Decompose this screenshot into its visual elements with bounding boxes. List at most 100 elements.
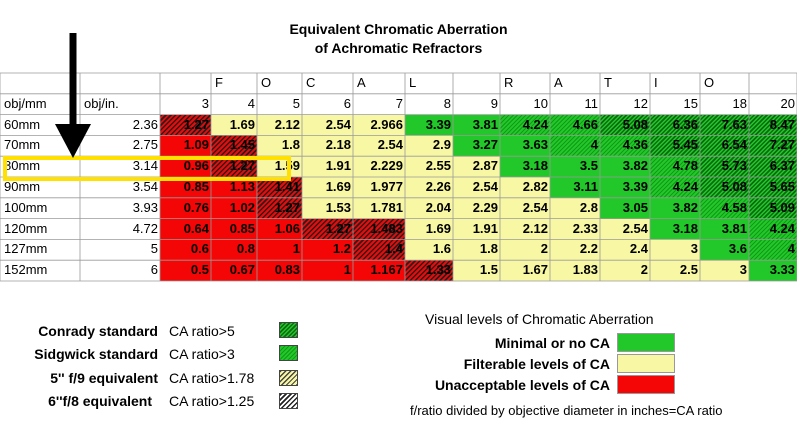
- row-label-in: 3.93: [132, 199, 158, 215]
- table-cell: 0.64: [160, 218, 211, 240]
- table-cell: 3.82: [600, 156, 650, 177]
- table-cell: 5.73: [700, 156, 749, 177]
- table-cell: 6.54: [700, 135, 749, 157]
- legend-swatch-5in: [279, 370, 298, 386]
- table-cell: 2.29: [453, 197, 500, 219]
- row-label-in: 6: [150, 262, 158, 278]
- col-header-in: obj/in.: [84, 95, 119, 111]
- table-cell: 3.6: [700, 239, 749, 261]
- fratio-header: 4: [247, 95, 255, 111]
- table-cell: 2.54: [453, 177, 500, 198]
- fratio-header: 20: [780, 95, 795, 111]
- table-cell: 1.8: [257, 135, 302, 157]
- table-cell: 4.36: [600, 135, 650, 157]
- row-label-in: 4.72: [132, 220, 158, 236]
- table-cell: 7.63: [700, 114, 749, 136]
- table-cell: 1: [302, 260, 353, 281]
- table-cell: 1.483: [353, 218, 405, 240]
- header-letter: A: [357, 75, 366, 90]
- header-letter: A: [554, 75, 563, 90]
- table-cell: 4.24: [650, 177, 700, 198]
- table-cell: 3: [650, 239, 700, 261]
- chart-title: Equivalent Chromatic Aberration: [289, 21, 508, 37]
- table-gridlines: [0, 72, 797, 282]
- table-cell: 2.54: [302, 114, 353, 136]
- table-cell: 3.18: [500, 156, 550, 177]
- table-cell: 2.5: [650, 260, 700, 281]
- legend-label-sidgwick: Sidgwick standard: [34, 346, 158, 362]
- table-cell: 3.05: [600, 197, 650, 219]
- table-cell: 2.54: [500, 197, 550, 219]
- table-cell: 3.81: [700, 218, 749, 240]
- table-cell: 1.06: [257, 218, 302, 240]
- row-label-mm: 127mm: [4, 241, 48, 257]
- header-letter: O: [261, 75, 272, 90]
- header-letter: L: [409, 75, 417, 90]
- legend-label-6in: 6''f/8 equivalent: [48, 393, 152, 409]
- table-cell: 0.6: [160, 239, 211, 261]
- highlight-80mm-row: [3, 156, 291, 181]
- table-cell: 8.47: [749, 114, 797, 136]
- table-cell: 0.96: [160, 156, 211, 177]
- legend-cond-6in: CA ratio>1.25: [169, 393, 255, 409]
- row-label-mm: 90mm: [4, 179, 41, 194]
- header-letter: F: [215, 75, 223, 90]
- table-cell: 2.9: [405, 135, 453, 157]
- visual-swatch-unacceptable: [617, 375, 675, 394]
- table-cell: 0.76: [160, 197, 211, 219]
- table-cell: 1.45: [211, 135, 257, 157]
- table-cell: 1.977: [353, 177, 405, 198]
- legend-label-5in: 5'' f/9 equivalent: [50, 370, 158, 386]
- table-cell: 2.8: [550, 197, 600, 219]
- table-cell: 5.08: [700, 177, 749, 198]
- table-cell: 3.18: [650, 218, 700, 240]
- header-letter: O: [704, 75, 715, 90]
- fratio-header: 11: [584, 95, 599, 111]
- fratio-header: 7: [395, 95, 403, 111]
- table-cell: 5.45: [650, 135, 700, 157]
- table-cell: 2.229: [353, 156, 405, 177]
- table-cell: 1.09: [160, 135, 211, 157]
- table-cell: 4.24: [749, 218, 797, 240]
- row-label-in: 5: [150, 241, 158, 257]
- table-cell: 1.91: [453, 218, 500, 240]
- table-cell: 2.82: [500, 177, 550, 198]
- table-cell: 2: [600, 260, 650, 281]
- table-cell: 3.39: [600, 177, 650, 198]
- row-label-mm: 120mm: [4, 220, 48, 236]
- table-cell: 1.69: [405, 218, 453, 240]
- fratio-header: 9: [490, 95, 498, 111]
- header-letter: C: [306, 75, 316, 90]
- col-header-mm: obj/mm: [4, 95, 47, 111]
- row-label-mm: 60mm: [4, 116, 41, 132]
- table-cell: 3.5: [550, 156, 600, 177]
- row-label-in: 2.36: [132, 116, 158, 132]
- table-cell: 1.91: [302, 156, 353, 177]
- visual-swatch-filterable: [617, 354, 675, 373]
- table-cell: 1.83: [550, 260, 600, 281]
- row-label-in: 3.54: [132, 179, 158, 194]
- visual-swatch-minimal: [617, 333, 675, 352]
- table-cell: 3: [700, 260, 749, 281]
- fratio-header: 15: [683, 95, 698, 111]
- header-letter: R: [504, 75, 514, 90]
- legend-swatch-sidgwick: [279, 345, 298, 361]
- table-cell: 6.36: [650, 114, 700, 136]
- visual-label-minimal: Minimal or no CA: [494, 335, 610, 351]
- fratio-header: 10: [533, 95, 548, 111]
- visual-label-filterable: Filterable levels of CA: [463, 356, 610, 372]
- fratio-header: 12: [633, 95, 648, 111]
- legend-swatch-6in: [279, 393, 298, 409]
- chart-subtitle: of Achromatic Refractors: [314, 40, 483, 56]
- table-cell: 5.65: [749, 177, 797, 198]
- legend-swatch-conrady: [279, 322, 298, 338]
- table-cell: 2.54: [353, 135, 405, 157]
- row-label-mm: 80mm: [4, 158, 41, 174]
- table-cell: 2.55: [405, 156, 453, 177]
- fratio-header: 18: [732, 95, 747, 111]
- table-cell: 2.87: [453, 156, 500, 177]
- table-cell: 2.18: [302, 135, 353, 157]
- table-cell: 1.69: [211, 114, 257, 136]
- table-cell: 2.33: [550, 218, 600, 240]
